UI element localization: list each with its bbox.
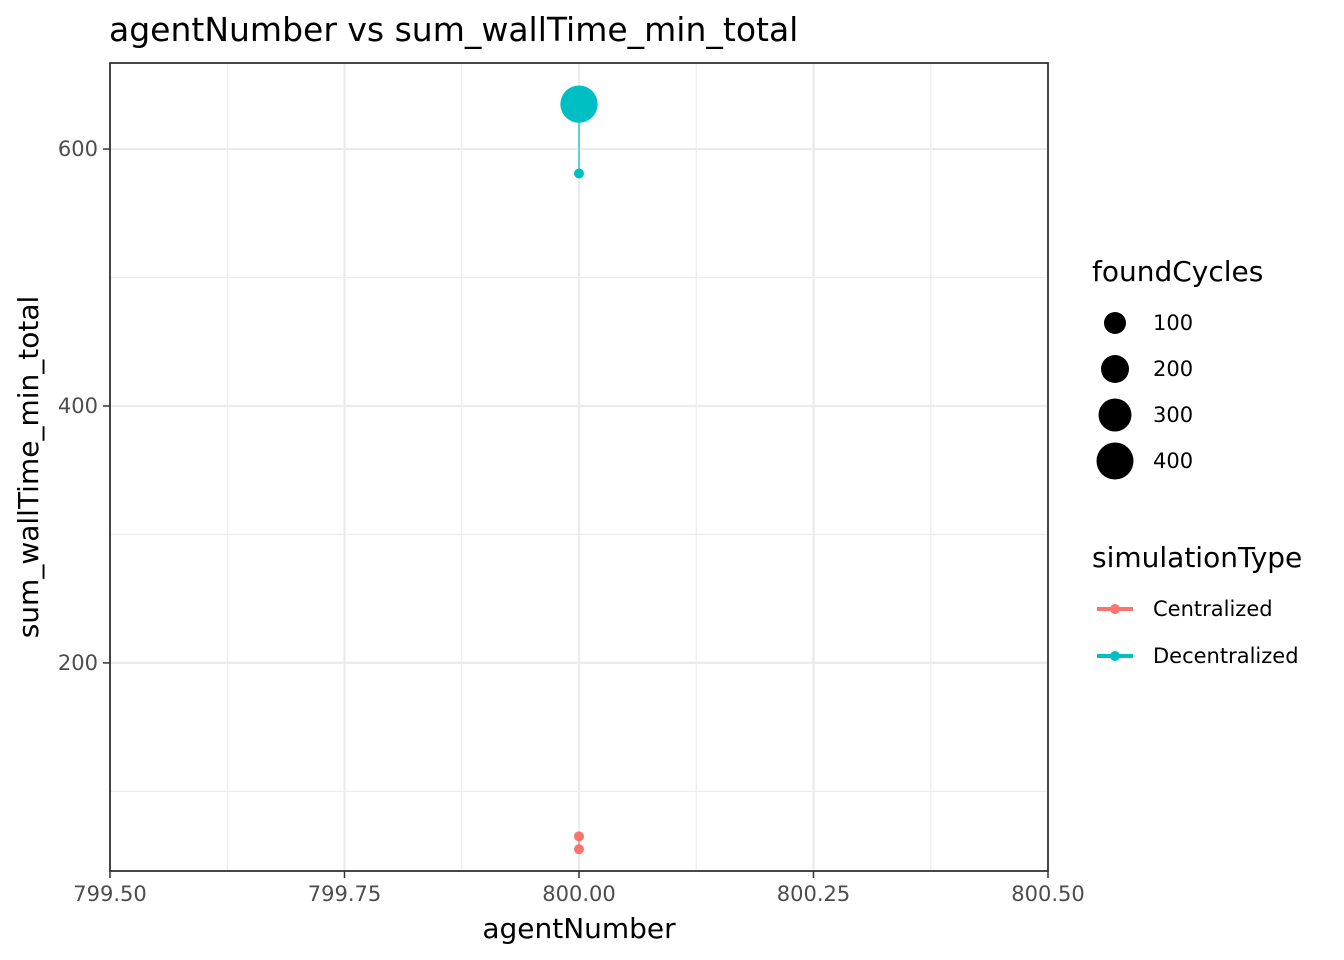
data-point xyxy=(560,85,598,123)
legend-size: foundCycles 100 200 300 400 xyxy=(1092,255,1263,480)
legend-size-title: foundCycles xyxy=(1092,255,1263,288)
legend-size-key xyxy=(1098,398,1132,432)
legend-size-key xyxy=(1104,312,1126,334)
legend-color-key-point xyxy=(1110,651,1120,661)
y-tick-label: 200 xyxy=(58,651,98,675)
y-tick-label: 400 xyxy=(58,394,98,418)
chart-title: agentNumber vs sum_wallTime_min_total xyxy=(109,10,798,49)
x-tick-label: 799.50 xyxy=(73,882,146,906)
legend-color-label: Decentralized xyxy=(1153,644,1299,668)
legend-color-title: simulationType xyxy=(1092,541,1302,574)
legend-size-label: 400 xyxy=(1153,449,1193,473)
data-point xyxy=(574,844,584,855)
legend-color-key-point xyxy=(1110,604,1120,614)
x-tick-label: 800.00 xyxy=(542,882,615,906)
plot-grid xyxy=(108,63,1050,871)
legend-size-key xyxy=(1101,355,1129,383)
data-point xyxy=(574,168,584,179)
x-tick-label: 799.75 xyxy=(308,882,381,906)
x-axis: 799.50 799.75 800.00 800.25 800.50 xyxy=(73,871,1085,906)
legend-size-key xyxy=(1096,442,1134,480)
legend-color: simulationType Centralized Decentralized xyxy=(1092,541,1302,668)
legend-size-label: 100 xyxy=(1153,311,1193,335)
legend-size-label: 200 xyxy=(1153,357,1193,381)
x-axis-title: agentNumber xyxy=(482,912,676,945)
x-tick-label: 800.25 xyxy=(777,882,850,906)
x-tick-label: 800.50 xyxy=(1011,882,1084,906)
plot-marks xyxy=(560,85,598,855)
y-axis: 200 400 600 xyxy=(58,137,110,675)
y-axis-title: sum_wallTime_min_total xyxy=(12,296,45,639)
y-tick-label: 600 xyxy=(58,137,98,161)
legend-color-label: Centralized xyxy=(1153,597,1273,621)
legend-size-label: 300 xyxy=(1153,403,1193,427)
data-point xyxy=(574,831,584,842)
